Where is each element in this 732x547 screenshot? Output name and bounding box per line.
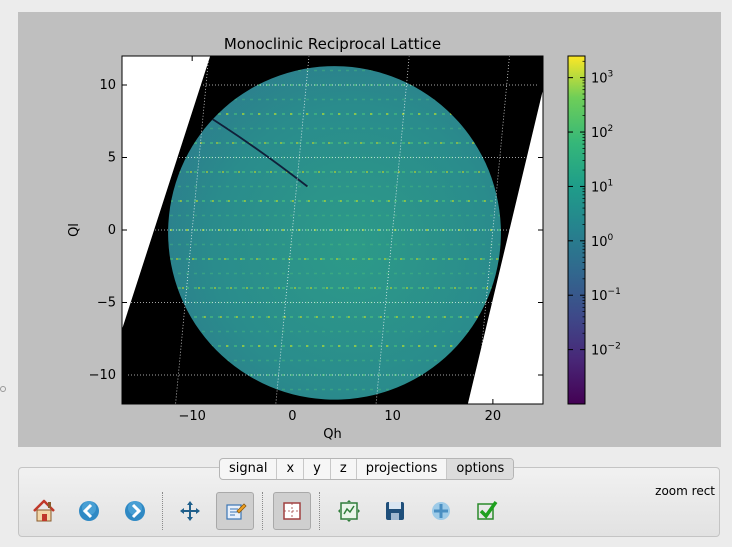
plot-svg: Monoclinic Reciprocal Lattice −10 0 10 2010… [67,35,621,442]
y-tick-label: 0 [108,223,116,238]
grid-line-x [275,56,310,404]
y-tick-label: 10 [99,78,116,93]
home-button[interactable] [25,492,63,530]
y-tick-label: −5 [97,296,116,311]
navigation-toolbar: zoom rect [18,467,720,537]
back-button[interactable] [70,492,108,530]
grid-line-x [175,56,210,404]
confirm-button[interactable] [468,492,506,530]
x-axis-label: Qh [323,427,341,442]
chart-title: Monoclinic Reciprocal Lattice [224,35,441,53]
edit-icon [226,503,247,520]
colorbar: 103 102 101 100 10−1 10−2 [567,55,621,405]
figure-canvas[interactable]: Monoclinic Reciprocal Lattice −10 0 10 20 10… [18,12,721,447]
y-axis-label: Ql [67,223,82,237]
zoom-button[interactable] [273,492,311,530]
resize-handle[interactable] [0,386,6,392]
save-icon [386,502,404,520]
colorbar-tick-label: 10−2 [591,342,621,359]
toolbar-separator [319,492,320,530]
checkmark-icon [477,500,498,520]
arrow-right-icon [125,501,145,521]
x-tick-label: 10 [384,409,401,424]
tab-signal[interactable]: signal [220,459,278,479]
grid-line-x [475,56,510,404]
plot-axes[interactable] [98,45,551,422]
home-icon [33,499,55,522]
colorbar-tick-label: 100 [591,233,614,250]
x-tick-label: 20 [485,409,502,424]
forward-button[interactable] [116,492,154,530]
toolbar-separator [162,492,163,530]
grid-lines [122,56,543,404]
y-tick-label: −10 [89,368,116,383]
colorbar-gradient [567,55,586,405]
x-tick-label: 0 [288,409,296,424]
y-tick-label: 5 [108,151,116,166]
tab-options[interactable]: options [447,459,514,479]
pan-button[interactable] [171,492,209,530]
configure-subplots-button[interactable] [330,492,368,530]
edit-button[interactable] [216,492,254,530]
plus-icon [432,502,450,520]
mode-label: zoom rect [655,484,715,498]
move-icon [180,501,200,521]
save-button[interactable] [376,492,414,530]
arrow-left-icon [79,501,99,521]
colorbar-tick-label: 101 [591,178,613,195]
tab-z[interactable]: z [331,459,357,479]
axis-ticks: −10 0 10 20 10 5 0 −5 −10 [89,56,543,424]
tab-bar: signal x y z projections options [219,458,515,480]
configure-subplots-icon [338,500,360,522]
colorbar-tick-label: 102 [591,124,613,141]
toolbar-separator [262,492,263,530]
add-button[interactable] [422,492,460,530]
colorbar-tick-label: 10−1 [591,287,621,304]
tab-y[interactable]: y [304,459,331,479]
colorbar-tick-label: 103 [591,70,613,87]
plot-area [122,56,543,404]
tab-projections[interactable]: projections [357,459,448,479]
zoom-rect-icon [283,502,301,520]
x-tick-label: −10 [178,409,205,424]
tab-x[interactable]: x [277,459,305,479]
